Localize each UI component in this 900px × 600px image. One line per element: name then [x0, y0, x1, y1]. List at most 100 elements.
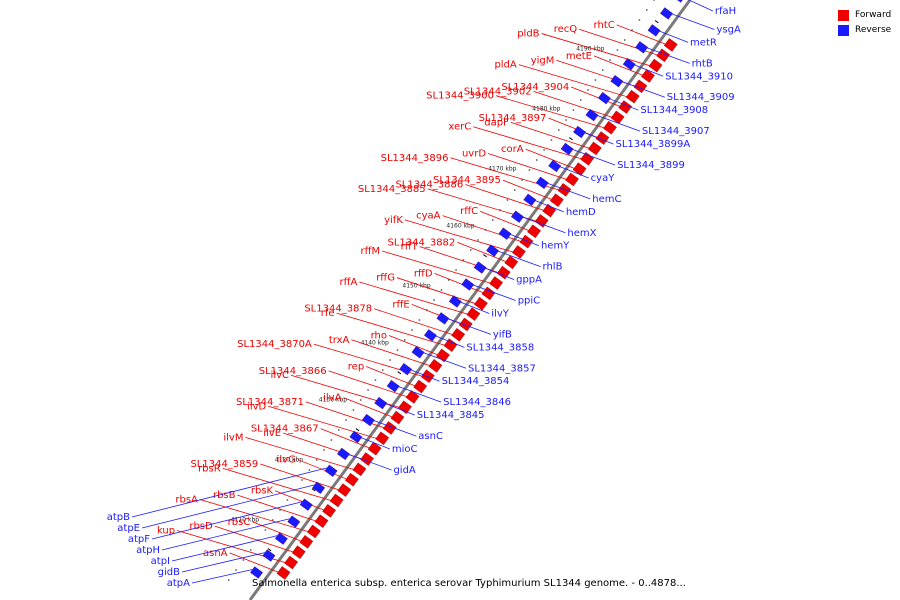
ruler-dot: [638, 19, 641, 21]
reverse-leader-line: [625, 60, 664, 77]
forward-leader-line: [351, 339, 440, 370]
reverse-leader-line: [662, 10, 715, 30]
reverse-swatch: [838, 25, 849, 36]
forward-leader-line: [442, 215, 531, 245]
forward-gene-label: ilvM: [223, 432, 243, 443]
ruler-dot: [602, 69, 604, 71]
forward-gene: [504, 255, 519, 270]
forward-gene-label: SL1344_3902: [464, 86, 532, 97]
forward-leader-line: [320, 428, 379, 452]
reverse-leader-line: [562, 145, 616, 166]
forward-gene-label: SL1344_3882: [387, 237, 455, 248]
forward-leader-line: [593, 55, 653, 80]
forward-leader-line: [245, 436, 364, 473]
reverse-gene-label: SL1344_3858: [466, 342, 534, 353]
ruler-dot: [594, 79, 597, 81]
tick-label: 4140 kbp: [361, 339, 389, 346]
forward-gene-label: rffD: [414, 268, 433, 279]
forward-gene-label: rfe: [321, 308, 335, 319]
forward-gene: [322, 504, 336, 518]
reverse-gene-label: atpE: [117, 523, 140, 534]
forward-gene: [610, 110, 625, 125]
forward-gene-label: rbsA: [175, 494, 198, 505]
forward-gene: [458, 317, 473, 332]
forward-gene: [511, 245, 526, 259]
forward-leader-line: [237, 494, 326, 525]
forward-gene: [352, 462, 367, 477]
forward-gene: [663, 38, 678, 52]
legend-reverse: Reverse: [838, 23, 891, 38]
reverse-leader-line: [550, 162, 589, 179]
ruler-dot: [550, 139, 553, 141]
reverse-gene-label: hemD: [566, 207, 596, 218]
forward-leader-line: [579, 28, 668, 59]
ruler-dot: [653, 0, 655, 1]
forward-gene-label: SL1344_3878: [304, 304, 372, 315]
reverse-gene: [312, 481, 326, 494]
ruler-dot: [323, 449, 325, 451]
ruler-dot: [631, 29, 633, 31]
forward-gene-label: rffM: [360, 246, 380, 257]
reverse-gene-label: ysgA: [716, 24, 740, 35]
forward-gene: [587, 141, 602, 156]
reverse-gene-label: hemX: [567, 228, 596, 239]
forward-leader-line: [396, 277, 486, 308]
tick-label: 4110 kbp: [231, 516, 259, 523]
forward-gene: [276, 566, 291, 580]
reverse-leader-line: [389, 382, 442, 403]
forward-leader-line: [199, 499, 319, 535]
reverse-gene-label: SL1344_3857: [468, 363, 536, 374]
reverse-gene-label: SL1344_3907: [642, 126, 710, 137]
forward-leader-line: [450, 157, 569, 194]
ruler-dot: [624, 39, 626, 41]
forward-leader-line: [518, 64, 637, 101]
reverse-gene-label: atpI: [151, 556, 170, 567]
tick-label: 4180 kbp: [532, 105, 560, 112]
tick-label: 4120 kbp: [275, 456, 303, 463]
forward-leader-line: [359, 281, 478, 318]
forward-gene: [580, 152, 595, 166]
legend: Forward Reverse: [838, 8, 891, 38]
forward-leader-line: [473, 126, 592, 163]
forward-gene-label: rffT: [401, 242, 419, 253]
forward-gene: [542, 203, 557, 218]
forward-gene: [299, 535, 314, 549]
forward-gene-label: SL1344_3870A: [237, 339, 312, 350]
reverse-leader-line: [463, 281, 516, 301]
ruler-dot: [521, 179, 523, 181]
forward-gene-label: rep: [348, 362, 364, 373]
forward-gene-label: ilvG: [277, 455, 296, 466]
ruler-dot: [616, 49, 619, 51]
forward-gene-label: xerC: [448, 122, 471, 133]
ruler-dot: [345, 419, 347, 421]
tick-label: 4160 kbp: [446, 222, 474, 229]
forward-gene-label: SL1344_3866: [259, 366, 327, 377]
forward-gene: [656, 48, 671, 63]
forward-gene-label: rho: [371, 330, 387, 341]
ruler-dot: [587, 89, 589, 91]
forward-leader-line: [510, 122, 599, 152]
tick-label: 4190 kbp: [576, 45, 604, 52]
ruler-dot: [404, 339, 406, 341]
forward-gene-label: asnA: [203, 548, 228, 559]
reverse-leader-line: [451, 298, 490, 314]
forward-leader-line: [313, 343, 432, 380]
reverse-leader-line: [151, 501, 303, 540]
ruler-dot: [235, 569, 237, 571]
forward-gene-label: SL1344_3904: [501, 82, 569, 93]
reverse-gene: [324, 464, 338, 478]
reverse-gene-label: hemY: [541, 241, 570, 252]
ruler-dot: [536, 159, 538, 161]
forward-leader-line: [260, 463, 349, 494]
forward-gene: [413, 379, 428, 394]
reverse-leader-line: [161, 518, 290, 551]
ruler-dot: [264, 529, 267, 531]
forward-gene-label: SL1344_3859: [190, 459, 258, 470]
reverse-gene-label: cyaY: [591, 173, 616, 184]
forward-gene-label: yifK: [384, 215, 403, 226]
forward-gene: [603, 120, 617, 135]
reverse-gene-label: SL1344_3845: [417, 410, 485, 421]
forward-gene-label: SL1344_3867: [251, 424, 319, 435]
ruler-dot: [462, 259, 465, 261]
forward-gene-label: kup: [157, 526, 175, 537]
